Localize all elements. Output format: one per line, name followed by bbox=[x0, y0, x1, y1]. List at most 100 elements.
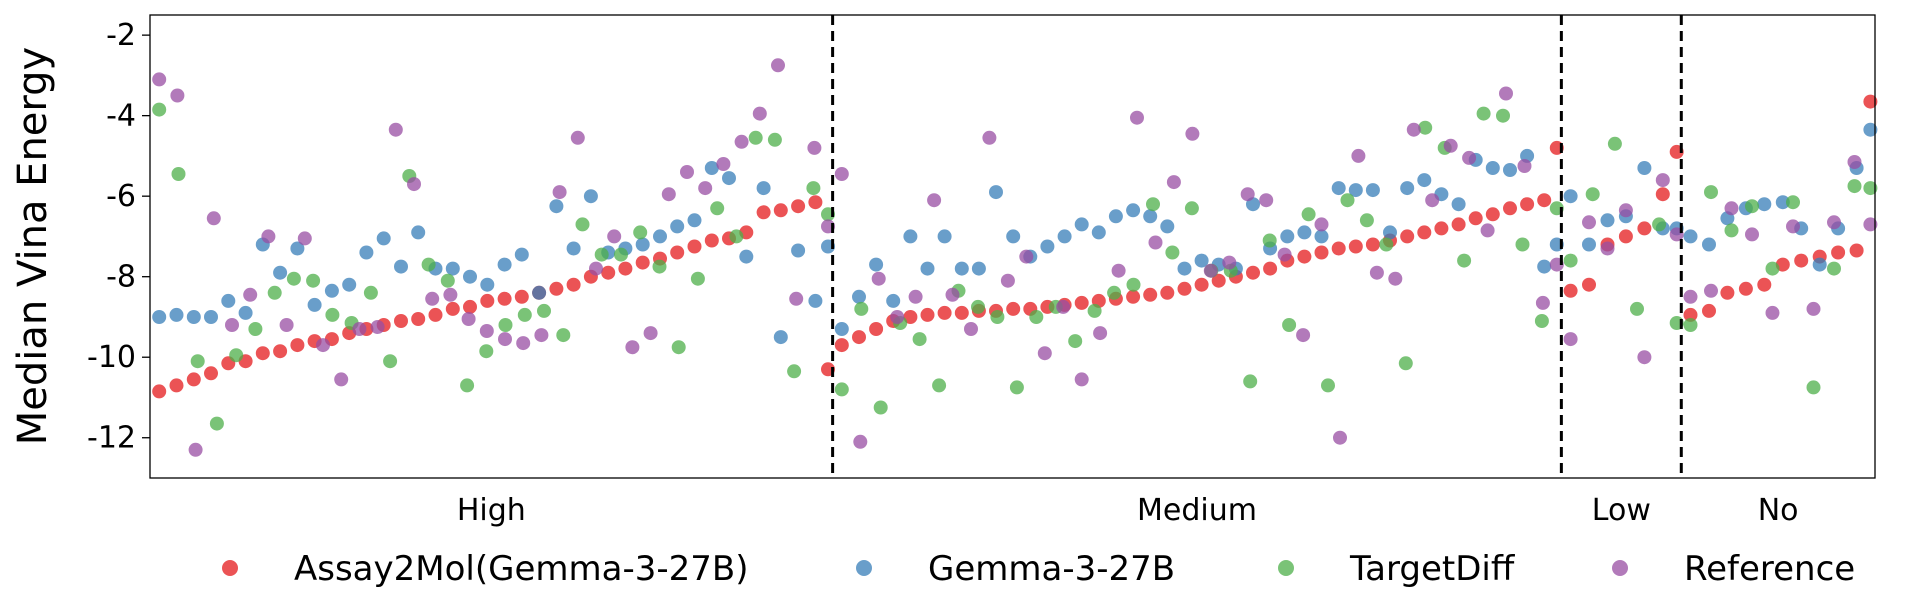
point-assay2mol-gemma-3-27b bbox=[1503, 201, 1517, 216]
point-targetdiff bbox=[1704, 185, 1718, 200]
legend-marker-gemma-3-27b bbox=[856, 560, 872, 576]
point-reference bbox=[945, 287, 960, 302]
point-reference bbox=[1369, 265, 1384, 280]
point-reference bbox=[643, 326, 658, 341]
point-gemma-3-27b bbox=[152, 310, 167, 324]
point-assay2mol-gemma-3-27b bbox=[1348, 239, 1363, 254]
point-gemma-3-27b bbox=[1143, 209, 1158, 224]
point-assay2mol-gemma-3-27b bbox=[204, 366, 218, 381]
point-targetdiff bbox=[1068, 334, 1083, 349]
point-gemma-3-27b bbox=[394, 259, 408, 274]
legend-marker-targetdiff bbox=[1278, 560, 1294, 576]
point-targetdiff bbox=[1683, 318, 1698, 332]
point-gemma-3-27b bbox=[1108, 209, 1123, 224]
point-reference bbox=[698, 181, 713, 196]
point-targetdiff bbox=[1765, 261, 1780, 276]
point-gemma-3-27b bbox=[238, 305, 253, 320]
point-gemma-3-27b bbox=[307, 297, 322, 312]
point-gemma-3-27b bbox=[1637, 161, 1652, 175]
point-reference bbox=[1259, 193, 1274, 208]
point-gemma-3-27b bbox=[1400, 181, 1415, 196]
point-targetdiff bbox=[1534, 314, 1549, 328]
point-targetdiff bbox=[1745, 199, 1759, 214]
point-gemma-3-27b bbox=[687, 213, 702, 228]
point-assay2mol-gemma-3-27b bbox=[186, 372, 201, 387]
point-reference bbox=[370, 320, 385, 334]
point-gemma-3-27b bbox=[722, 171, 736, 186]
point-targetdiff bbox=[440, 273, 455, 288]
point-gemma-3-27b bbox=[186, 310, 201, 324]
point-reference bbox=[1333, 430, 1347, 445]
point-reference bbox=[1056, 299, 1071, 314]
point-reference bbox=[1019, 249, 1034, 264]
point-targetdiff bbox=[1457, 253, 1472, 268]
point-reference bbox=[1203, 263, 1218, 278]
point-gemma-3-27b bbox=[1582, 237, 1596, 252]
point-assay2mol-gemma-3-27b bbox=[1520, 197, 1535, 212]
legend-label-gemma-3-27b: Gemma-3-27B bbox=[928, 549, 1175, 589]
point-gemma-3-27b bbox=[221, 293, 236, 308]
point-gemma-3-27b bbox=[497, 257, 512, 272]
point-gemma-3-27b bbox=[1812, 257, 1827, 272]
point-gemma-3-27b bbox=[480, 277, 495, 292]
point-assay2mol-gemma-3-27b bbox=[1563, 283, 1578, 298]
point-gemma-3-27b bbox=[756, 181, 771, 196]
point-reference bbox=[1130, 110, 1144, 125]
point-reference bbox=[680, 165, 694, 179]
point-targetdiff bbox=[834, 382, 849, 397]
y-tick-label: -12 bbox=[87, 421, 136, 456]
point-reference bbox=[479, 324, 494, 338]
point-assay2mol-gemma-3-27b bbox=[1074, 295, 1089, 310]
x-group-label: Medium bbox=[1137, 493, 1257, 528]
point-reference bbox=[352, 322, 367, 336]
point-gemma-3-27b bbox=[411, 225, 426, 240]
point-targetdiff bbox=[1786, 195, 1800, 210]
point-reference bbox=[734, 134, 749, 149]
point-reference bbox=[1388, 271, 1403, 286]
point-reference bbox=[1240, 187, 1255, 202]
point-gemma-3-27b bbox=[1314, 229, 1329, 244]
point-assay2mol-gemma-3-27b bbox=[497, 291, 512, 306]
point-reference bbox=[1683, 289, 1698, 304]
point-reference bbox=[1786, 219, 1800, 234]
point-gemma-3-27b bbox=[834, 322, 849, 336]
point-targetdiff bbox=[690, 271, 705, 286]
point-reference bbox=[1037, 346, 1052, 361]
point-targetdiff bbox=[421, 257, 436, 272]
point-reference bbox=[1745, 227, 1759, 242]
point-targetdiff bbox=[633, 225, 648, 240]
point-gemma-3-27b bbox=[583, 189, 598, 204]
point-targetdiff bbox=[1563, 253, 1578, 268]
point-targetdiff bbox=[767, 132, 782, 147]
point-assay2mol-gemma-3-27b bbox=[1451, 217, 1466, 232]
point-assay2mol-gemma-3-27b bbox=[169, 378, 184, 393]
point-reference bbox=[964, 322, 978, 336]
point-gemma-3-27b bbox=[937, 229, 952, 244]
point-assay2mol-gemma-3-27b bbox=[791, 199, 806, 214]
point-targetdiff bbox=[1630, 301, 1644, 316]
point-assay2mol-gemma-3-27b bbox=[1297, 249, 1312, 264]
x-group-label: Low bbox=[1592, 493, 1651, 528]
point-reference bbox=[871, 271, 886, 286]
point-reference bbox=[1637, 350, 1652, 365]
point-gemma-3-27b bbox=[903, 229, 918, 244]
point-reference bbox=[243, 287, 258, 302]
point-assay2mol-gemma-3-27b bbox=[1006, 301, 1021, 316]
point-assay2mol-gemma-3-27b bbox=[1655, 187, 1670, 202]
point-reference bbox=[170, 88, 185, 103]
point-assay2mol-gemma-3-27b bbox=[1211, 273, 1226, 288]
point-reference bbox=[625, 340, 640, 355]
point-reference bbox=[1827, 215, 1841, 230]
point-assay2mol-gemma-3-27b bbox=[1143, 287, 1158, 302]
point-reference bbox=[853, 434, 868, 449]
point-reference bbox=[1806, 301, 1821, 316]
point-reference bbox=[1499, 86, 1513, 101]
point-gemma-3-27b bbox=[549, 199, 564, 214]
point-reference bbox=[1724, 201, 1739, 216]
point-assay2mol-gemma-3-27b bbox=[1400, 229, 1415, 244]
point-assay2mol-gemma-3-27b bbox=[255, 346, 270, 361]
point-targetdiff bbox=[1515, 237, 1530, 252]
point-assay2mol-gemma-3-27b bbox=[1757, 277, 1772, 292]
point-gemma-3-27b bbox=[704, 161, 719, 175]
point-reference bbox=[516, 336, 531, 351]
